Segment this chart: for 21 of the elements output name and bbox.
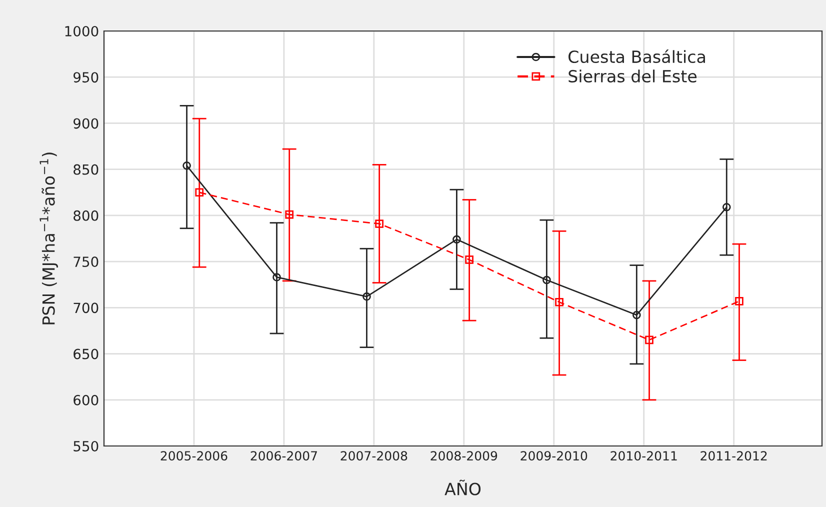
y-tick-label: 900 bbox=[74, 118, 98, 129]
y-tick-label: 650 bbox=[74, 348, 98, 360]
y-tick-label: 550 bbox=[74, 440, 98, 452]
x-axis-title: AÑO bbox=[444, 480, 481, 496]
x-tick-label: 2011-2012 bbox=[700, 451, 767, 461]
y-tick-label: 700 bbox=[74, 302, 98, 314]
x-tick-label: 2008-2009 bbox=[430, 451, 498, 461]
y-tick-label: 850 bbox=[74, 164, 98, 175]
x-tick-label: 2010-2011 bbox=[610, 451, 677, 461]
y-tick-label: 950 bbox=[74, 72, 98, 83]
y-tick-label: 800 bbox=[74, 210, 98, 221]
y-axis-title: PSN (MJ*ha$^{−1}$*año$^{−1}$) bbox=[40, 152, 58, 324]
legend-label: Cuesta Basáltica bbox=[568, 49, 705, 64]
x-tick-label: 2006-2007 bbox=[250, 451, 317, 461]
y-tick-label: 600 bbox=[74, 394, 98, 406]
x-tick-label: 2005-2006 bbox=[160, 451, 228, 461]
legend-label: Sierras del Este bbox=[568, 70, 697, 83]
x-tick-label: 2009-2010 bbox=[520, 451, 588, 461]
y-tick-label: 750 bbox=[74, 256, 98, 268]
y-tick-label: 1000 bbox=[65, 26, 98, 36]
x-tick-label: 2007-2008 bbox=[340, 451, 408, 461]
